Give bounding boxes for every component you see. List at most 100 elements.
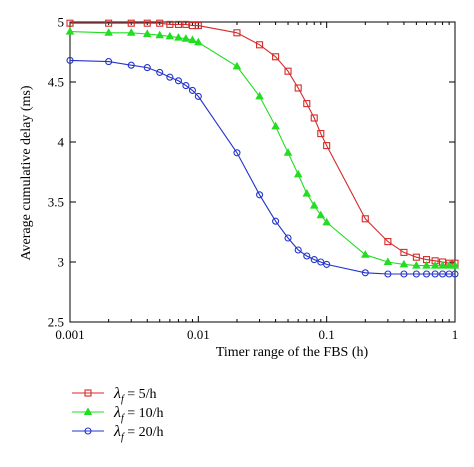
series-2-point	[126, 28, 136, 36]
series-1-point	[166, 20, 174, 28]
series-2-point	[309, 200, 319, 209]
series-3-point	[431, 270, 439, 278]
x-tick-label: 0.001	[55, 327, 84, 342]
x-tick-label: 0.01	[187, 327, 210, 342]
series-1-point	[127, 19, 135, 27]
series-2-point	[322, 217, 331, 226]
series-3-point	[166, 73, 174, 81]
series-3-point	[188, 86, 197, 94]
series-3-point	[323, 260, 331, 268]
legend-label: λf = 5/h	[113, 385, 157, 405]
series-3-point	[233, 149, 241, 157]
series-3-point	[361, 269, 369, 277]
series-1-point	[182, 20, 190, 28]
legend-item-3: λf = 20/h	[72, 423, 164, 443]
series-1-point	[233, 29, 241, 37]
series-1-point	[384, 238, 392, 246]
series-3-point	[174, 77, 183, 85]
legend-marker	[83, 407, 93, 416]
series-1-point	[310, 114, 318, 122]
plot-frame	[69, 21, 456, 323]
series-3-point	[439, 270, 447, 278]
series-1-point	[284, 67, 292, 75]
series-2-point	[188, 35, 197, 43]
series-3-point	[317, 258, 325, 266]
series-2-point	[361, 250, 370, 258]
axes: 0.001 0.01 0.1 1 2.5 3 3.5 4 4.5 5	[48, 15, 459, 343]
series-2-point	[444, 260, 454, 269]
series-2	[65, 26, 460, 269]
series-layer	[65, 19, 460, 278]
series-2-point	[155, 30, 164, 39]
y-tick-label: 3.5	[48, 195, 64, 210]
series-1-point	[272, 53, 280, 61]
series-3-point	[384, 270, 392, 278]
y-tick-label: 2.5	[48, 315, 64, 330]
legend-marker	[84, 427, 92, 435]
series-3-point	[66, 56, 74, 64]
series-1	[66, 19, 459, 267]
legend: λf = 5/hλf = 10/hλf = 20/h	[72, 385, 164, 443]
legend-label: λf = 10/h	[113, 404, 164, 424]
series-3-point	[156, 68, 164, 76]
y-tick-label: 3	[58, 255, 65, 270]
series-2-point	[383, 257, 393, 266]
series-3-point	[143, 64, 151, 72]
series-2-point	[302, 188, 312, 197]
series-2-point	[104, 28, 113, 36]
series-1-point	[174, 20, 183, 28]
series-3-point	[272, 217, 280, 225]
series-1-point	[194, 22, 202, 30]
legend-label: λf = 20/h	[113, 423, 164, 443]
series-3-point	[182, 82, 190, 90]
series-3-point	[422, 270, 431, 278]
legend-item-2: λf = 10/h	[72, 404, 164, 424]
series-2-point	[422, 260, 431, 269]
series-3-point	[294, 246, 302, 254]
series-2-point	[232, 61, 242, 70]
series-2-point	[399, 259, 409, 268]
series-3-point	[127, 61, 135, 69]
series-2-point	[450, 260, 460, 269]
series-1-point	[361, 215, 369, 223]
series-1-point	[256, 41, 264, 49]
series-1-point	[412, 253, 420, 261]
legend-item-1: λf = 5/h	[72, 385, 157, 405]
series-2-line	[69, 31, 455, 267]
series-1-point	[156, 19, 164, 27]
series-3-point	[412, 270, 420, 278]
series-2-point	[293, 169, 303, 178]
series-3-point	[310, 256, 318, 264]
y-axis-label: Average cumulative delay (ms)	[19, 85, 34, 260]
series-3-point	[400, 270, 408, 278]
series-1-point	[294, 84, 302, 92]
series-2-point	[165, 31, 175, 40]
series-3-point	[105, 58, 113, 66]
x-tick-label: 0.1	[319, 327, 335, 342]
series-2-point	[412, 260, 421, 269]
series-2-point	[174, 32, 183, 41]
x-axis-label: Timer range of the FBS (h)	[216, 345, 369, 360]
series-2-point	[316, 210, 326, 219]
series-2-point	[65, 26, 75, 35]
series-3-point	[194, 92, 202, 100]
series-1-point	[105, 19, 113, 27]
x-tick-label: 1	[452, 327, 459, 342]
series-1-point	[303, 100, 311, 108]
y-tick-label: 4	[58, 135, 65, 150]
series-2-point	[194, 37, 203, 46]
series-1-point	[66, 19, 74, 27]
series-1-line	[70, 22, 455, 264]
series-1-point	[143, 19, 151, 27]
y-tick-label: 5	[58, 15, 65, 30]
series-2-point	[181, 34, 191, 42]
series-2-point	[438, 260, 447, 269]
series-2-point	[271, 121, 280, 130]
y-tick-label: 4.5	[48, 75, 64, 90]
series-1-point	[400, 248, 408, 256]
legend-marker	[84, 389, 92, 397]
series-3-point	[451, 270, 459, 278]
series-3	[66, 56, 459, 278]
series-2-point	[142, 29, 152, 37]
